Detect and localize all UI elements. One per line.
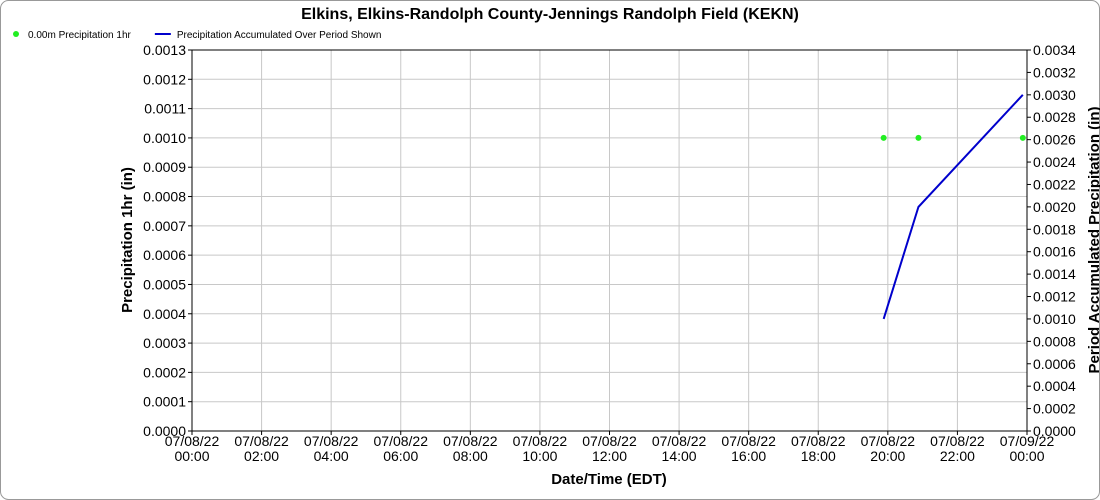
x-tick-label: 07/08/22 04:00 [304,433,359,464]
x-axis-title: Date/Time (EDT) [551,471,667,488]
y2-tick-label: 0.0014 [1033,266,1076,282]
x-tick-label-line: 22:00 [940,448,975,464]
y2-tick-label: 0.0000 [1033,423,1076,439]
x-tick-label: 07/08/22 10:00 [513,433,568,464]
y2-tick-label: 0.0026 [1033,132,1076,148]
x-tick-label-line: 00:00 [1009,448,1044,464]
x-tick-label-line: 07/08/22 [234,433,289,449]
y2-tick-label: 0.0024 [1033,154,1076,170]
x-tick-label-line: 08:00 [453,448,488,464]
x-tick-label-line: 07/08/22 [930,433,985,449]
y2-tick-label: 0.0006 [1033,356,1076,372]
y2-tick-label: 0.0028 [1033,109,1076,125]
y2-tick-label: 0.0016 [1033,244,1076,260]
x-tick-label: 07/08/22 16:00 [721,433,776,464]
y2-tick-label: 0.0032 [1033,64,1076,80]
y-tick-label: 0.0005 [143,276,186,292]
y2-tick-label: 0.0002 [1033,401,1076,417]
y2-tick-label: 0.0010 [1033,311,1076,327]
y-tick-label: 0.0011 [144,101,186,117]
x-tick-label: 07/08/22 12:00 [582,433,637,464]
y-tick-label: 0.0008 [143,189,186,205]
x-tick-label-line: 10:00 [522,448,557,464]
y-axis-title: Precipitation 1hr (in) [119,167,136,313]
x-tick-label-line: 07/08/22 [652,433,707,449]
x-tick-label: 07/08/22 20:00 [861,433,916,464]
x-tick-label-line: 16:00 [731,448,766,464]
data-line [882,94,1024,320]
x-tick-label-line: 07/08/22 [861,433,916,449]
x-tick-label-line: 07/08/22 [721,433,776,449]
x-tick-label-line: 14:00 [662,448,697,464]
x-tick-label-line: 12:00 [592,448,627,464]
y2-tick-label: 0.0004 [1033,378,1076,394]
y-tick-label: 0.0006 [143,247,186,263]
plot-border [191,49,1028,432]
x-tick-label: 07/08/22 02:00 [234,433,289,464]
y-tick-label: 0.0003 [143,335,186,351]
x-tick-label-line: 20:00 [870,448,905,464]
x-tick-label: 07/08/22 08:00 [443,433,498,464]
chart-title: Elkins, Elkins-Randolph County-Jennings … [301,6,799,23]
x-tick-label: 07/08/22 18:00 [791,433,846,464]
y2-tick-label: 0.0020 [1033,199,1076,215]
x-tick-label-line: 07/08/22 [374,433,429,449]
y-tick-label: 0.0010 [143,130,186,146]
legend-label: 0.00m Precipitation 1hr [28,30,132,41]
data-point [915,134,922,141]
x-tick-label: 07/08/22 00:00 [165,433,220,464]
x-tick-label-line: 07/08/22 [582,433,637,449]
y-tick-label: 0.0000 [143,423,186,439]
x-tick-label-line: 07/08/22 [513,433,568,449]
x-tick-label-line: 06:00 [383,448,418,464]
y-tick-label: 0.0009 [143,159,186,175]
x-tick-label-line: 18:00 [801,448,836,464]
y-tick-label: 0.0012 [143,71,186,87]
x-tick-label-line: 07/08/22 [304,433,359,449]
x-tick-label-line: 00:00 [174,448,209,464]
y2-tick-label: 0.0012 [1033,289,1076,305]
y-tick-label: 0.0007 [143,218,186,234]
y2-tick-label: 0.0030 [1033,87,1076,103]
data-point [1019,134,1026,141]
y2-tick-label: 0.0008 [1033,333,1076,349]
legend-swatch [13,31,19,37]
x-tick-label: 07/08/22 06:00 [374,433,429,464]
y-tick-label: 0.0002 [143,364,186,380]
data-point [880,134,887,141]
x-tick-label-line: 07/09/22 [1000,433,1055,449]
y2-tick-label: 0.0034 [1033,42,1076,58]
y2-tick-label: 0.0018 [1033,221,1076,237]
x-tick-label: 07/09/22 00:00 [1000,433,1055,464]
y-tick-label: 0.0013 [143,42,186,58]
x-tick-label: 07/08/22 22:00 [930,433,985,464]
legend-label: Precipitation Accumulated Over Period Sh… [177,30,382,41]
x-tick-label-line: 07/08/22 [791,433,846,449]
y2-axis-title: Period Accumulated Precipitation (in) [1086,107,1100,374]
x-tick-label-line: 04:00 [314,448,349,464]
x-tick-label-line: 07/08/22 [443,433,498,449]
y-tick-label: 0.0004 [143,306,186,322]
x-tick-label-line: 07/08/22 [165,433,220,449]
y2-tick-label: 0.0022 [1033,176,1076,192]
x-tick-label: 07/08/22 14:00 [652,433,707,464]
x-tick-label-line: 02:00 [244,448,279,464]
y-tick-label: 0.0001 [143,394,186,410]
